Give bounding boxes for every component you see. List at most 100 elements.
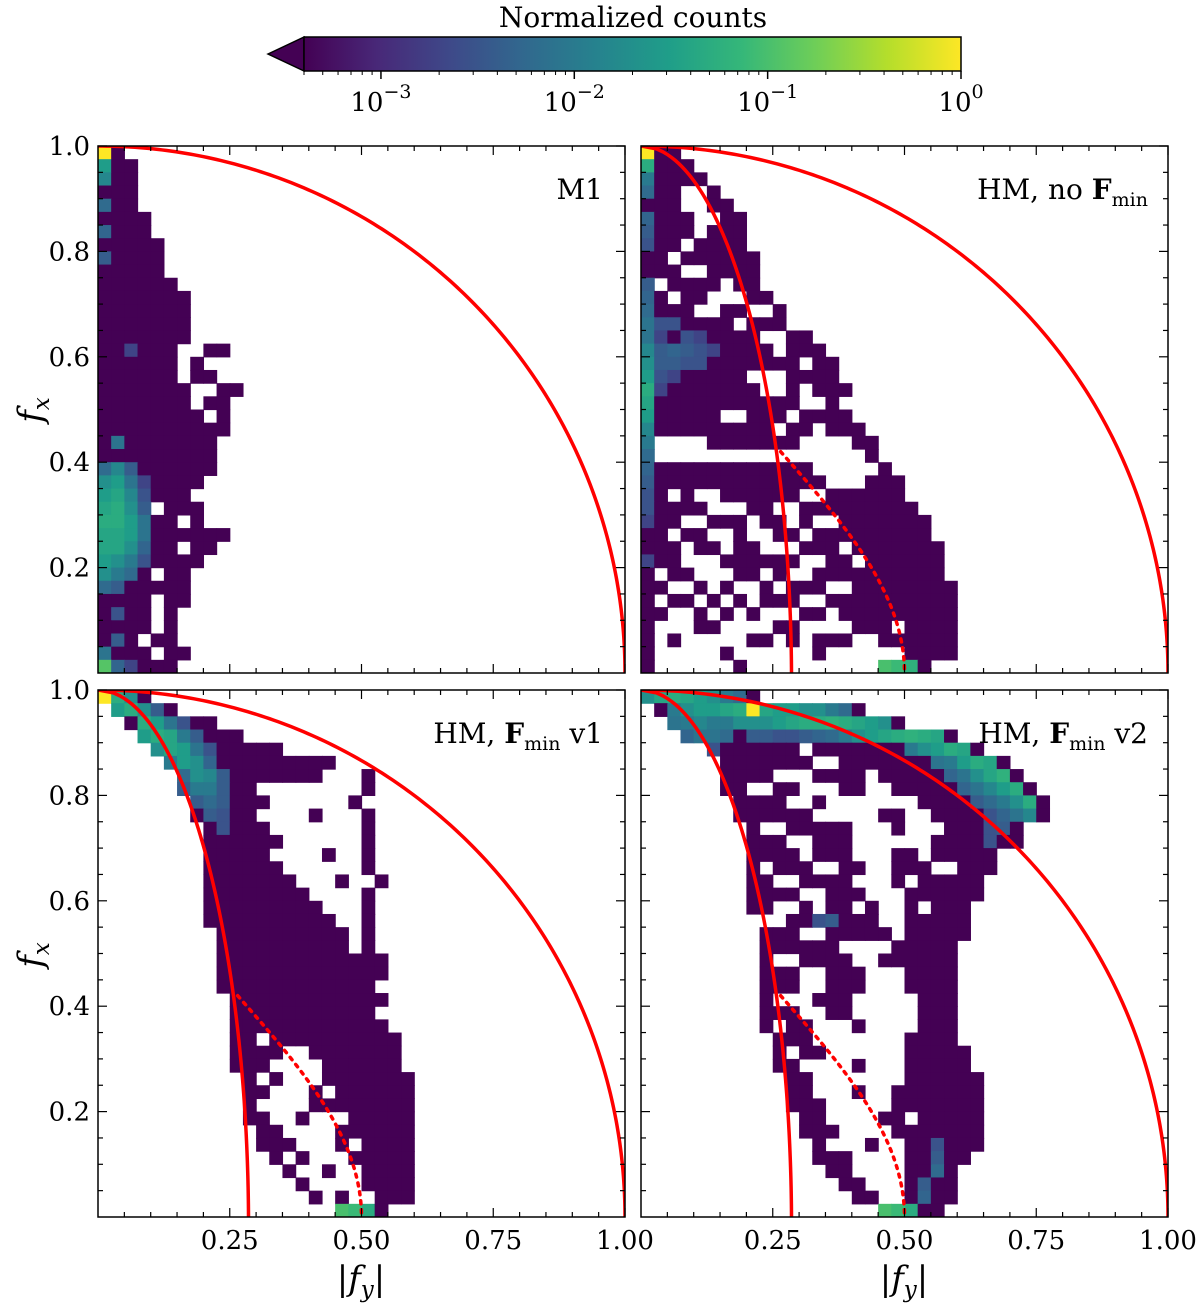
heatmap-cell <box>772 966 787 981</box>
heatmap-cell <box>930 646 945 661</box>
heatmap-cell <box>812 646 827 661</box>
heatmap-cell <box>706 620 721 635</box>
heatmap-cell <box>904 1032 919 1047</box>
heatmap-cell <box>641 238 655 252</box>
heatmap-cell <box>746 808 761 823</box>
heatmap-cell <box>150 317 165 332</box>
heatmap-cell <box>348 1032 363 1047</box>
heatmap-cell <box>256 940 270 955</box>
heatmap-cell <box>667 277 682 292</box>
heatmap-cell <box>799 369 813 384</box>
heatmap-cell <box>930 567 945 582</box>
heatmap-cell <box>904 769 919 783</box>
heatmap-cell <box>733 755 748 770</box>
heatmap-cell <box>957 769 971 783</box>
panel-label-main: HM, <box>978 717 1049 750</box>
heatmap-cell <box>733 211 748 226</box>
heatmap-cell <box>295 993 310 1007</box>
heatmap-cell <box>904 580 919 595</box>
heatmap-cell <box>930 887 945 902</box>
heatmap-cell <box>891 567 906 582</box>
heatmap-cell <box>163 343 178 358</box>
heatmap-cell <box>720 343 734 358</box>
heatmap-cell <box>917 979 932 994</box>
heatmap-cell <box>137 449 152 463</box>
y-axis-label-top: fx <box>11 397 55 426</box>
heatmap-cell <box>667 567 682 582</box>
heatmap-cell <box>1009 808 1024 823</box>
heatmap-cell <box>111 159 125 173</box>
heatmap-cell <box>759 887 774 902</box>
heatmap-cell <box>759 966 774 981</box>
heatmap-cell <box>269 1045 284 1060</box>
heatmap-cell <box>799 330 813 345</box>
heatmap-cell <box>680 369 695 384</box>
heatmap-cell <box>772 567 787 582</box>
heatmap-cell <box>335 1190 349 1205</box>
heatmap-cell <box>917 1072 932 1086</box>
heatmap-cell <box>137 369 152 384</box>
heatmap-cell <box>891 1203 906 1217</box>
heatmap-cell <box>387 1111 402 1126</box>
heatmap-cell <box>917 1164 932 1179</box>
heatmap-cell <box>733 488 748 503</box>
heatmap-cell <box>654 369 668 384</box>
heatmap-cell <box>864 1190 879 1205</box>
heatmap-cell <box>799 1072 813 1086</box>
heatmap-cell <box>111 317 125 332</box>
heatmap-cell <box>335 966 349 981</box>
heatmap-cell <box>983 834 998 849</box>
heatmap-cell <box>269 769 284 783</box>
heatmap-cell <box>229 953 244 968</box>
heatmap-cell <box>930 1124 945 1139</box>
heatmap-cell <box>944 1085 958 1100</box>
heatmap-cell <box>98 462 112 476</box>
heatmap-cell <box>374 953 389 968</box>
heatmap-cell <box>693 238 708 252</box>
heatmap-cell <box>759 979 774 994</box>
heatmap-cell <box>242 848 257 862</box>
heatmap-cell <box>917 940 932 955</box>
heatmap-cell <box>944 1045 958 1060</box>
heatmap-cell <box>308 1006 323 1020</box>
heatmap-cell <box>295 1006 310 1020</box>
heatmap-cell <box>124 488 139 503</box>
heatmap-cell <box>124 409 139 424</box>
heatmap-cell <box>878 659 892 673</box>
heatmap-cell <box>851 887 866 902</box>
heatmap-cell <box>111 567 125 582</box>
heatmap-cell <box>944 633 958 648</box>
heatmap-cell <box>321 940 336 955</box>
heatmap-cell <box>321 1058 336 1073</box>
heatmap-cell <box>891 742 906 757</box>
heatmap-cell <box>190 435 205 450</box>
heatmap-cell <box>785 887 800 902</box>
heatmap-cell <box>308 769 323 783</box>
heatmap-cell <box>812 343 827 358</box>
heatmap-cell <box>917 755 932 770</box>
heatmap-cell <box>190 501 205 516</box>
heatmap-cell <box>361 966 376 981</box>
heatmap-cell <box>693 317 708 332</box>
heatmap-cell <box>680 225 695 239</box>
heatmap-cell <box>641 541 655 556</box>
heatmap-cell <box>996 782 1011 796</box>
heatmap-cell <box>706 356 721 371</box>
heatmap-cell <box>891 633 906 648</box>
heatmap-cell <box>891 861 906 876</box>
heatmap-cell <box>229 782 244 796</box>
heatmap-cell <box>641 607 655 621</box>
heatmap-cell <box>772 729 787 744</box>
heatmap-cell <box>733 514 748 529</box>
heatmap-cell <box>163 449 178 463</box>
heatmap-cell <box>957 1124 971 1139</box>
panel-hm-nofmin: HM, no Fmin <box>640 145 1169 674</box>
heatmap-cell <box>891 514 906 529</box>
heatmap-cell <box>944 808 958 823</box>
heatmap-cell <box>746 422 761 437</box>
heatmap-cell <box>785 742 800 757</box>
heatmap-cell <box>706 343 721 358</box>
heatmap-cell <box>150 703 165 717</box>
heatmap-cell <box>904 900 919 915</box>
heatmap-cell <box>746 475 761 490</box>
